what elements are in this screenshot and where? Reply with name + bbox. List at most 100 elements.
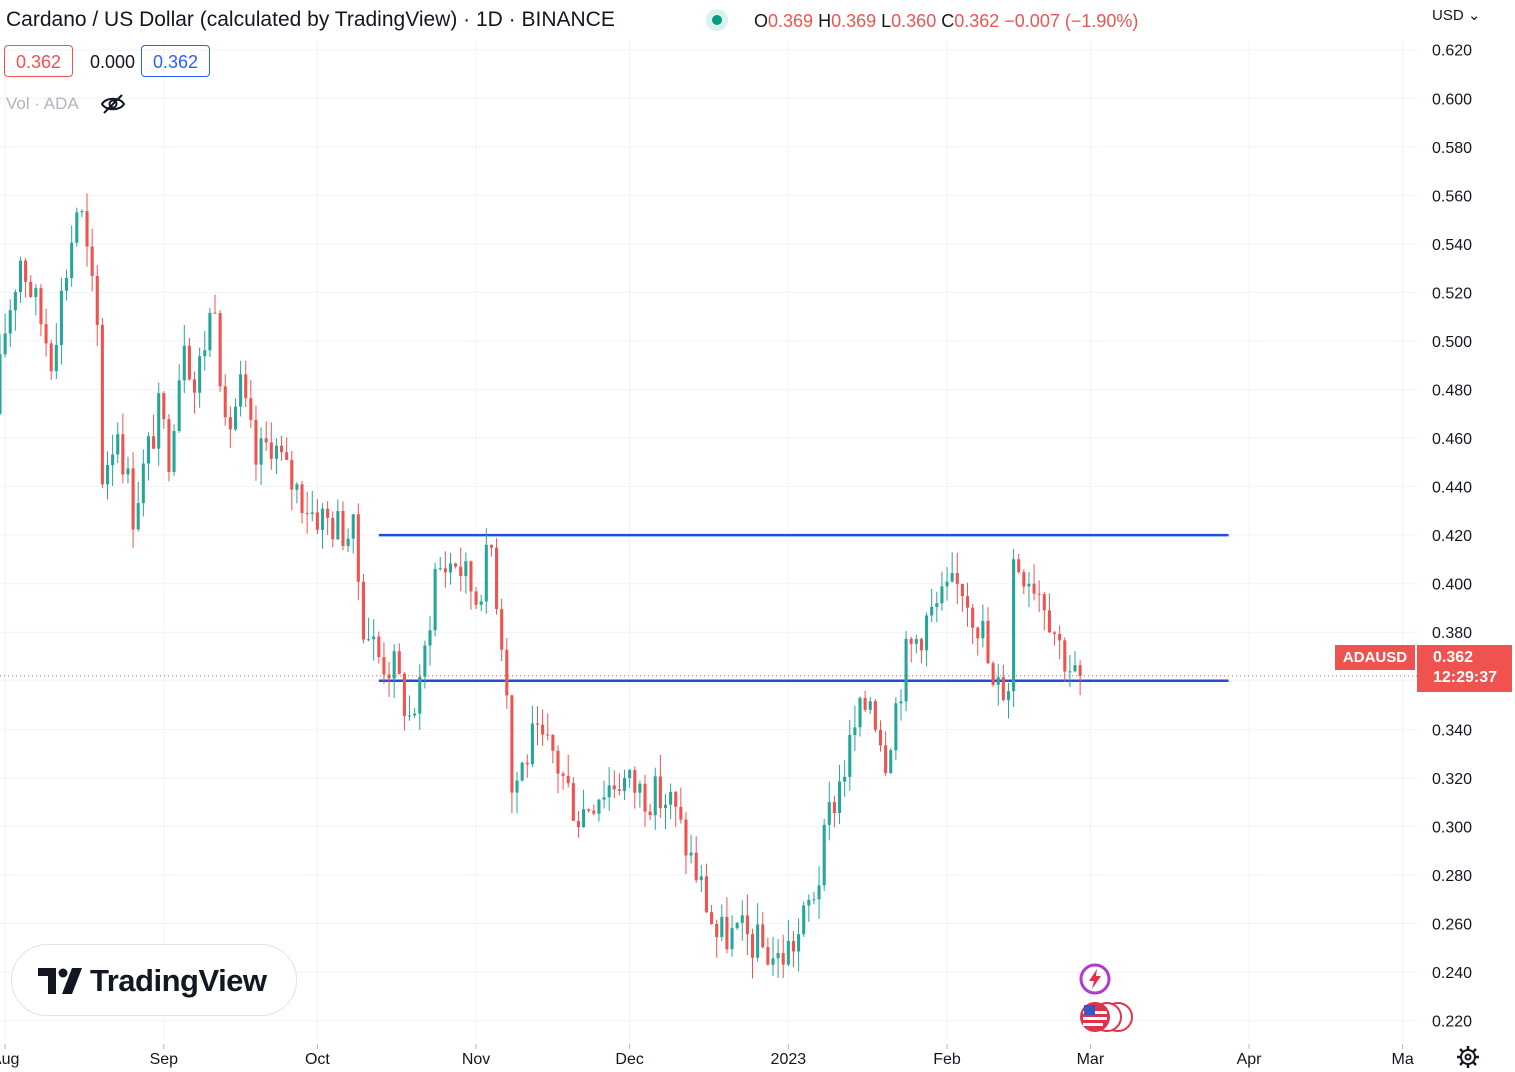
candle-down xyxy=(29,275,33,298)
candle-body xyxy=(832,802,836,813)
candle-up xyxy=(34,284,38,316)
candle-body xyxy=(361,581,365,640)
candle-body xyxy=(500,608,504,650)
price-tick-label: 0.480 xyxy=(1432,383,1472,400)
candle-down xyxy=(361,573,365,644)
candle-body xyxy=(592,810,596,814)
candle-body xyxy=(413,713,417,716)
candle-down xyxy=(505,637,509,709)
candle-up xyxy=(730,915,734,957)
candle-body xyxy=(561,773,565,776)
candle-down xyxy=(95,264,99,347)
candle-body xyxy=(182,345,186,381)
candle-body xyxy=(940,586,944,604)
currency-selector[interactable]: USD ⌄ xyxy=(1432,6,1480,24)
candle-body xyxy=(474,591,478,605)
candle-body xyxy=(771,958,775,965)
price-tick-label: 0.520 xyxy=(1432,285,1472,302)
spread-value: 0.000 xyxy=(90,52,136,72)
candle-down xyxy=(684,812,688,875)
candle-body xyxy=(919,639,923,651)
candle-up xyxy=(776,939,780,978)
candle-body xyxy=(116,434,120,455)
lightning-icon[interactable] xyxy=(1078,962,1112,996)
candle-body xyxy=(878,729,883,746)
candle-up xyxy=(157,382,161,466)
price-tick-label: 0.320 xyxy=(1432,771,1472,788)
market-status-icon[interactable] xyxy=(706,9,728,31)
candle-down xyxy=(244,360,248,408)
candle-body xyxy=(167,419,171,472)
price-tick-label: 0.560 xyxy=(1432,188,1472,205)
candle-up xyxy=(945,566,949,601)
candle-body xyxy=(868,701,872,710)
candle-body xyxy=(986,620,990,664)
candle-down xyxy=(971,604,975,645)
candle-up xyxy=(981,604,985,648)
last-price-tag: 0.362 12:29:37 xyxy=(1417,645,1512,692)
candle-down xyxy=(612,770,616,799)
candle-down xyxy=(919,637,923,664)
candle-body xyxy=(1058,633,1062,641)
candle-body xyxy=(418,676,422,714)
candle-body xyxy=(750,934,755,958)
candle-body xyxy=(136,503,140,530)
candle-body xyxy=(39,288,43,325)
chart-grid xyxy=(0,40,1418,1040)
candle-body xyxy=(239,374,243,407)
candle-body xyxy=(1068,671,1072,673)
candle-down xyxy=(187,337,191,381)
candle-up xyxy=(116,422,120,464)
candle-down xyxy=(356,503,360,601)
candle-body xyxy=(955,573,959,584)
candle-down xyxy=(991,660,995,687)
candle-body xyxy=(740,915,744,923)
candle-down xyxy=(264,421,268,451)
candle-down xyxy=(382,642,386,685)
candle-down xyxy=(341,501,345,551)
candle-body xyxy=(873,701,877,730)
candle-down xyxy=(249,379,253,428)
candle-body xyxy=(838,781,842,813)
candle-body xyxy=(100,324,104,485)
time-tick-label: Nov xyxy=(462,1051,490,1068)
candle-body xyxy=(402,673,406,716)
candle-up xyxy=(208,308,212,358)
tradingview-logo[interactable]: TradingView xyxy=(11,944,297,1016)
candle-down xyxy=(24,258,28,298)
candle-body xyxy=(520,762,524,781)
candle-up xyxy=(843,760,847,797)
gear-icon[interactable] xyxy=(1456,1045,1480,1069)
time-tick-label: Aug xyxy=(0,1051,19,1068)
candle-body xyxy=(889,750,893,774)
candle-body xyxy=(44,324,48,344)
candle-up xyxy=(433,562,437,637)
buy-price-button[interactable]: 0.362 xyxy=(141,45,211,77)
candle-up xyxy=(259,427,263,486)
candle-up xyxy=(950,552,954,583)
candle-body xyxy=(884,745,888,774)
sell-price-button[interactable]: 0.362 xyxy=(4,45,74,77)
candle-up xyxy=(827,781,831,841)
candle-down xyxy=(556,745,560,794)
candle-down xyxy=(90,228,94,292)
candle-body xyxy=(172,430,176,472)
candlestick-series xyxy=(0,193,1082,979)
candle-down xyxy=(710,905,714,925)
candle-body xyxy=(530,723,534,765)
candle-body xyxy=(290,459,294,490)
us-flag-icon[interactable] xyxy=(1078,1000,1134,1034)
candle-body xyxy=(710,912,714,924)
candle-body xyxy=(80,211,84,213)
eye-off-icon[interactable] xyxy=(100,92,126,116)
candle-body xyxy=(715,923,719,937)
candle-down xyxy=(745,894,749,956)
candle-up xyxy=(607,767,611,811)
candle-body xyxy=(208,312,212,351)
ohlc-open-value: 0.369 xyxy=(768,11,814,31)
candle-up xyxy=(940,571,944,611)
candle-up xyxy=(740,900,744,941)
candle-up xyxy=(448,553,453,585)
candle-up xyxy=(141,449,145,517)
